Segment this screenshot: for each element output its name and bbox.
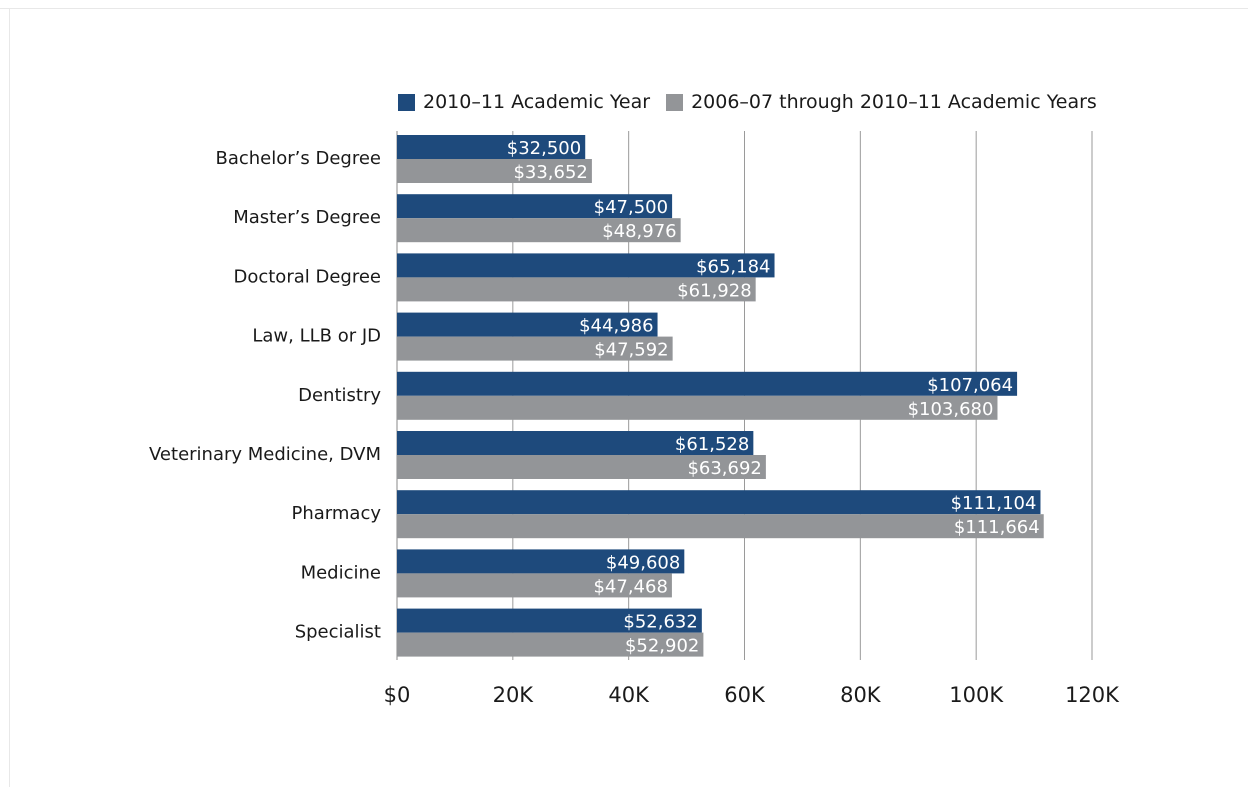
bar-series-1: [397, 490, 1041, 515]
bar-series-2: [397, 573, 672, 598]
data-label: $111,664: [954, 517, 1040, 538]
legend-item-series-1: 2010–11 Academic Year: [398, 91, 650, 113]
category-label: Pharmacy: [292, 503, 382, 524]
category-label: Specialist: [295, 622, 381, 643]
data-label: $47,468: [593, 576, 667, 597]
x-tick-label: 100K: [949, 683, 1004, 707]
bar-series-1: [397, 608, 702, 633]
data-label: $103,680: [908, 399, 994, 420]
x-tick-label: $0: [384, 683, 411, 707]
category-label: Master’s Degree: [233, 207, 381, 228]
data-label: $47,500: [594, 197, 668, 218]
data-label: $61,528: [675, 434, 749, 455]
frame-left-border: [9, 8, 10, 787]
data-label: $63,692: [687, 458, 761, 479]
x-tick-label: 40K: [608, 683, 650, 707]
frame-top-border: [0, 8, 1248, 9]
x-tick-label: 20K: [493, 683, 535, 707]
bar-series-2: [397, 632, 704, 657]
bar-series-2: [397, 514, 1044, 539]
bar-series-2: [397, 218, 681, 243]
data-label: $49,608: [606, 552, 680, 573]
data-label: $33,652: [513, 162, 587, 183]
x-tick-label: 80K: [840, 683, 882, 707]
chart-legend: 2010–11 Academic Year 2006–07 through 20…: [398, 89, 1113, 115]
data-label: $44,986: [579, 316, 653, 337]
legend-swatch-series-1: [398, 93, 415, 111]
bar-series-2: [397, 277, 756, 302]
bar-series-1: [397, 549, 685, 574]
bar-series-1: [397, 312, 658, 337]
category-label: Medicine: [301, 562, 381, 583]
bar-series-2: [397, 395, 998, 420]
data-label: $32,500: [507, 138, 581, 159]
bar-series-1: [397, 135, 586, 159]
category-label: Law, LLB or JD: [252, 326, 381, 347]
legend-item-series-2: 2006–07 through 2010–11 Academic Years: [666, 91, 1097, 113]
data-label: $107,064: [927, 375, 1013, 396]
category-label: Dentistry: [298, 385, 381, 406]
bar-series-1: [397, 253, 775, 278]
data-label: $48,976: [602, 221, 676, 242]
bar-series-1: [397, 371, 1018, 396]
category-label: Bachelor’s Degree: [215, 148, 381, 169]
x-tick-label: 60K: [724, 683, 766, 707]
bar-series-1: [397, 194, 673, 219]
data-label: $111,104: [951, 493, 1037, 514]
bar-series-1: [397, 431, 754, 455]
data-label: $52,902: [625, 636, 699, 657]
bar-series-2: [397, 159, 592, 183]
x-tick-label: 120K: [1065, 683, 1120, 707]
legend-label-series-2: 2006–07 through 2010–11 Academic Years: [691, 91, 1097, 113]
category-label: Veterinary Medicine, DVM: [149, 444, 381, 465]
data-label: $65,184: [696, 256, 770, 277]
data-label: $52,632: [623, 612, 697, 633]
data-label: $61,928: [677, 280, 751, 301]
legend-swatch-series-2: [666, 93, 684, 111]
bar-series-2: [397, 336, 673, 361]
bar-series-2: [397, 455, 766, 479]
legend-label-series-1: 2010–11 Academic Year: [423, 91, 651, 113]
data-label: $47,592: [594, 340, 668, 361]
category-label: Doctoral Degree: [233, 266, 381, 287]
